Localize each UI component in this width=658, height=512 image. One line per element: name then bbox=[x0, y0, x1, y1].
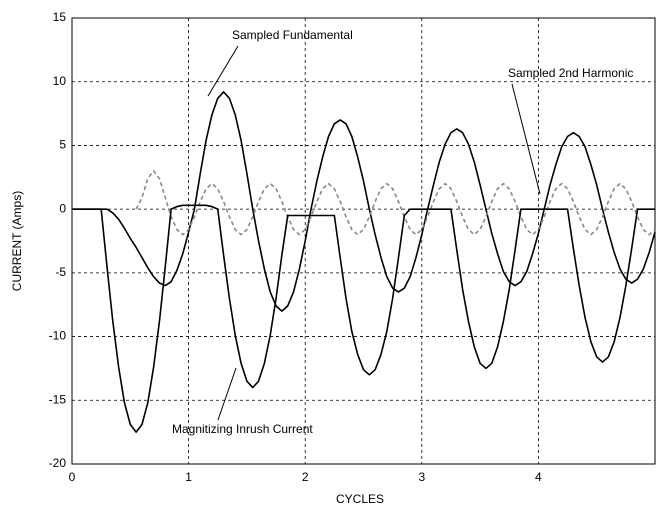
series-line bbox=[72, 204, 655, 433]
leader-line bbox=[511, 83, 541, 195]
plot-frame bbox=[71, 17, 656, 465]
leader-line bbox=[217, 367, 237, 421]
x-tick-label: 4 bbox=[535, 470, 542, 484]
y-tick-label: -20 bbox=[49, 456, 67, 470]
annotation: Sampled 2nd Harmonic bbox=[508, 66, 633, 80]
y-tick-label: -10 bbox=[49, 329, 67, 343]
y-tick-label: 0 bbox=[59, 201, 66, 215]
y-axis-label: CURRENT (Amps) bbox=[10, 191, 24, 291]
y-tick-label: 10 bbox=[53, 74, 67, 88]
y-tick-label: -15 bbox=[49, 392, 67, 406]
y-tick-label: -5 bbox=[55, 265, 66, 279]
y-tick-label: 15 bbox=[53, 10, 67, 24]
series-line bbox=[72, 91, 656, 312]
x-axis-label: CYCLES bbox=[336, 492, 384, 506]
annotation: Sampled Fundamental bbox=[232, 28, 353, 42]
x-tick-label: 1 bbox=[185, 470, 192, 484]
x-tick-label: 0 bbox=[69, 470, 76, 484]
annotation: Magnitizing Inrush Current bbox=[172, 422, 313, 436]
y-tick-label: 5 bbox=[59, 138, 66, 152]
leader-line bbox=[207, 45, 239, 97]
x-tick-label: 3 bbox=[418, 470, 425, 484]
x-tick-label: 2 bbox=[302, 470, 309, 484]
series-line bbox=[135, 170, 656, 236]
